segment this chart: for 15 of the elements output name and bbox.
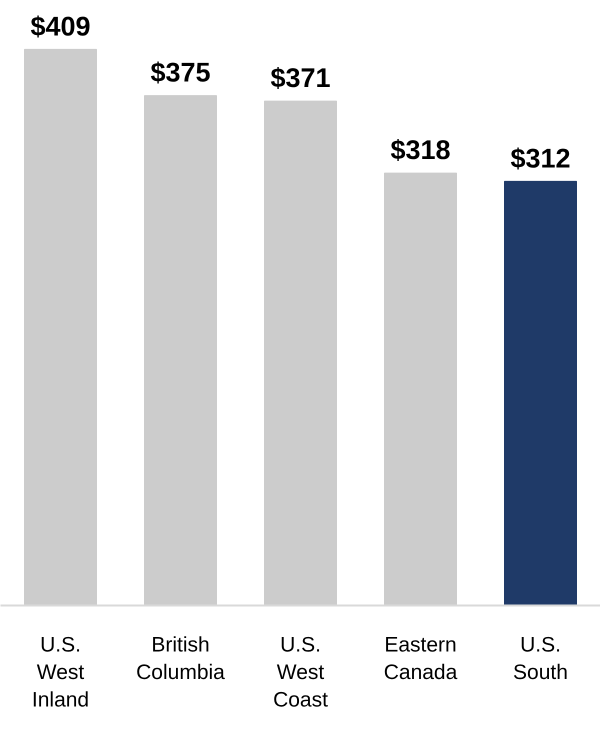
bar (504, 180, 577, 606)
bar (144, 95, 217, 606)
data-label: $409 (30, 11, 91, 42)
x-tick-label: British Columbia (136, 634, 226, 684)
data-label: $318 (390, 135, 451, 166)
data-label: $312 (510, 143, 571, 174)
data-label: $375 (150, 58, 211, 88)
x-tick-label: U.S. West Inland (32, 634, 90, 712)
bar (264, 100, 337, 606)
data-label: $371 (270, 63, 331, 94)
x-tick-label: Eastern Canada (384, 634, 458, 684)
x-tick-label: U.S. South (513, 634, 568, 684)
x-tick-label: U.S. West Coast (273, 634, 328, 712)
bar (384, 172, 457, 606)
bar (24, 48, 97, 606)
